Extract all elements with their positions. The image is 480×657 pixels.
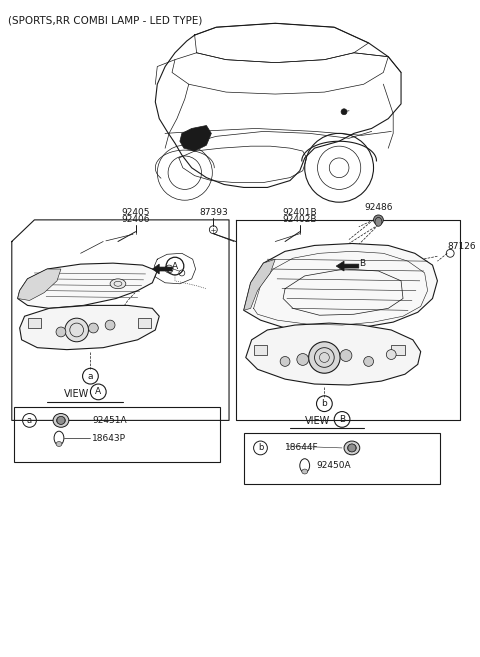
Text: 92401B: 92401B xyxy=(283,208,317,217)
Text: B: B xyxy=(359,259,365,267)
Text: VIEW: VIEW xyxy=(305,417,330,426)
Polygon shape xyxy=(244,260,275,310)
Polygon shape xyxy=(336,261,359,271)
Text: a: a xyxy=(27,416,32,425)
Text: A: A xyxy=(95,388,101,396)
Polygon shape xyxy=(18,263,157,308)
Text: 92406: 92406 xyxy=(121,215,150,224)
Text: 92402B: 92402B xyxy=(283,215,317,224)
Text: 92405: 92405 xyxy=(121,208,150,217)
Text: VIEW: VIEW xyxy=(64,389,89,399)
Bar xyxy=(27,318,41,328)
Circle shape xyxy=(65,318,88,342)
Text: (SPORTS,RR COMBI LAMP - LED TYPE): (SPORTS,RR COMBI LAMP - LED TYPE) xyxy=(8,15,202,26)
Circle shape xyxy=(348,444,356,452)
Text: 92486: 92486 xyxy=(364,203,393,212)
Ellipse shape xyxy=(53,413,69,427)
Text: A: A xyxy=(172,261,178,271)
Ellipse shape xyxy=(300,459,310,472)
Ellipse shape xyxy=(348,444,356,452)
Ellipse shape xyxy=(56,442,62,447)
Polygon shape xyxy=(152,264,172,274)
Ellipse shape xyxy=(375,217,382,226)
Ellipse shape xyxy=(54,431,64,445)
Text: b: b xyxy=(258,443,263,453)
Circle shape xyxy=(280,357,290,367)
Circle shape xyxy=(88,323,98,333)
Text: 92451A: 92451A xyxy=(92,416,127,425)
Ellipse shape xyxy=(344,441,360,455)
Polygon shape xyxy=(18,269,61,300)
Bar xyxy=(391,345,405,355)
Text: 92450A: 92450A xyxy=(316,461,351,470)
Bar xyxy=(244,433,440,484)
Circle shape xyxy=(340,350,352,361)
Circle shape xyxy=(105,320,115,330)
Circle shape xyxy=(341,109,347,115)
Text: B: B xyxy=(339,415,345,424)
Circle shape xyxy=(364,357,373,367)
Text: a: a xyxy=(88,372,93,380)
Ellipse shape xyxy=(57,417,65,424)
Polygon shape xyxy=(180,125,211,151)
Text: 18644F: 18644F xyxy=(285,443,319,452)
Circle shape xyxy=(56,327,66,337)
Ellipse shape xyxy=(110,279,126,288)
Bar xyxy=(14,407,220,462)
Ellipse shape xyxy=(302,469,308,474)
Text: 87126: 87126 xyxy=(447,242,476,251)
Circle shape xyxy=(373,215,384,225)
Bar xyxy=(253,345,267,355)
Text: b: b xyxy=(322,399,327,408)
Polygon shape xyxy=(20,306,159,350)
Circle shape xyxy=(309,342,340,373)
Text: 87393: 87393 xyxy=(199,208,228,217)
Circle shape xyxy=(386,350,396,359)
Text: 18643P: 18643P xyxy=(92,434,126,443)
Circle shape xyxy=(57,417,65,424)
Bar xyxy=(138,318,151,328)
Polygon shape xyxy=(244,244,437,330)
Circle shape xyxy=(297,353,309,365)
Polygon shape xyxy=(246,323,420,385)
